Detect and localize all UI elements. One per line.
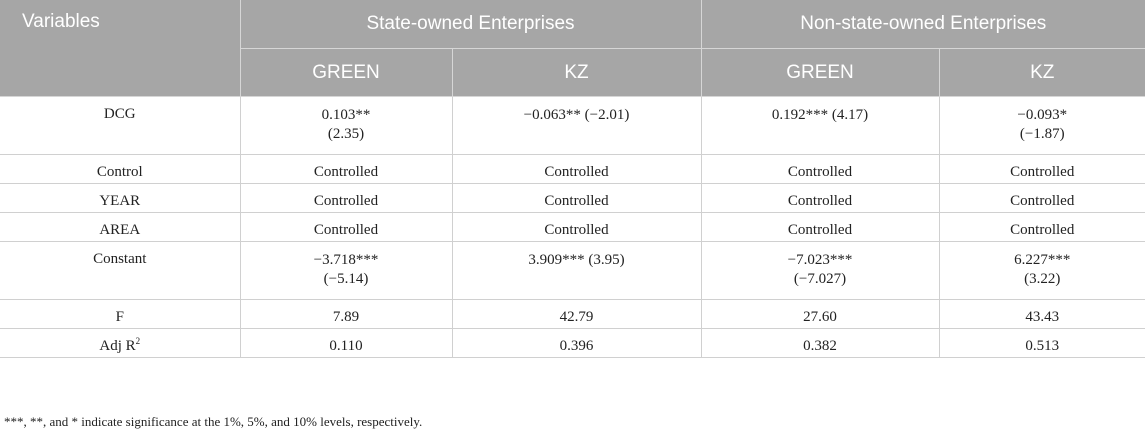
- cell: Controlled: [452, 212, 702, 242]
- cell: 43.43: [939, 299, 1145, 329]
- table-row-year: YEAR Controlled Controlled Controlled Co…: [0, 183, 1145, 213]
- cell: Controlled: [701, 212, 940, 242]
- table-row-dcg: DCG 0.103** (2.35) −0.063** (−2.01) 0.192…: [0, 96, 1145, 155]
- cell-value: 3.909*** (3.95): [528, 252, 625, 268]
- cell: Controlled: [452, 154, 702, 184]
- row-label: DCG: [0, 96, 241, 155]
- row-label-main: Adj R: [99, 338, 136, 354]
- cell: 0.110: [240, 328, 453, 358]
- row-label: AREA: [0, 212, 241, 242]
- cell: 0.103** (2.35): [240, 96, 453, 155]
- cell-value: 6.227***: [1014, 252, 1071, 268]
- cell-value: 0.103**: [321, 107, 371, 123]
- cell: 3.909*** (3.95): [452, 241, 702, 300]
- row-label: Control: [0, 154, 241, 184]
- cell: Controlled: [939, 154, 1145, 184]
- subheader-kz-state: KZ: [452, 48, 702, 97]
- cell: 0.396: [452, 328, 702, 358]
- header-state-owned: State-owned Enterprises: [240, 0, 702, 49]
- table-row-control: Control Controlled Controlled Controlled…: [0, 154, 1145, 184]
- regression-table: Variables State-owned Enterprises Non-st…: [0, 0, 1145, 358]
- table-header: Variables State-owned Enterprises Non-st…: [0, 0, 1145, 97]
- cell: 42.79: [452, 299, 702, 329]
- cell-tstat: (−7.027): [793, 271, 847, 287]
- cell-tstat: (2.35): [327, 126, 365, 142]
- table-row-f: F 7.89 42.79 27.60 43.43: [0, 299, 1145, 329]
- cell: −7.023*** (−7.027): [701, 241, 940, 300]
- cell: Controlled: [240, 154, 453, 184]
- cell: Controlled: [939, 212, 1145, 242]
- table-footnote: ***, **, and * indicate significance at …: [4, 414, 423, 429]
- table-row-area: AREA Controlled Controlled Controlled Co…: [0, 212, 1145, 242]
- cell: Controlled: [452, 183, 702, 213]
- subheader-kz-nonstate: KZ: [939, 48, 1145, 97]
- cell-value: −0.063** (−2.01): [523, 107, 630, 123]
- cell-tstat: (−5.14): [323, 271, 369, 287]
- row-label: F: [0, 299, 241, 329]
- cell-value: −7.023***: [787, 252, 853, 268]
- cell-value: −3.718***: [313, 252, 379, 268]
- cell-tstat: (3.22): [1024, 271, 1061, 287]
- row-label: YEAR: [0, 183, 241, 213]
- cell: −3.718*** (−5.14): [240, 241, 453, 300]
- cell: Controlled: [240, 212, 453, 242]
- cell: 0.513: [939, 328, 1145, 358]
- cell: Controlled: [240, 183, 453, 213]
- row-label-superscript: 2: [135, 336, 141, 346]
- subheader-green-nonstate: GREEN: [701, 48, 940, 97]
- cell: −0.063** (−2.01): [452, 96, 702, 155]
- cell: −0.093* (−1.87): [939, 96, 1145, 155]
- cell: 0.192*** (4.17): [701, 96, 940, 155]
- table-row-constant: Constant −3.718*** (−5.14) 3.909*** (3.95…: [0, 241, 1145, 300]
- cell-value: −0.093*: [1017, 107, 1068, 123]
- subheader-green-state: GREEN: [240, 48, 453, 97]
- cell: 0.382: [701, 328, 940, 358]
- cell: 27.60: [701, 299, 940, 329]
- cell-value: 0.192*** (4.17): [771, 107, 869, 123]
- cell-tstat: (−1.87): [1019, 126, 1065, 142]
- cell: Controlled: [701, 154, 940, 184]
- header-non-state-owned: Non-state-owned Enterprises: [701, 0, 1145, 49]
- table-body: DCG 0.103** (2.35) −0.063** (−2.01) 0.192…: [0, 96, 1145, 358]
- cell: 6.227*** (3.22): [939, 241, 1145, 300]
- row-label: Constant: [0, 241, 241, 300]
- header-variables: Variables: [0, 0, 241, 97]
- cell: Controlled: [939, 183, 1145, 213]
- row-label: Adj R2: [0, 328, 241, 358]
- table-row-adj-r2: Adj R2 0.110 0.396 0.382 0.513: [0, 328, 1145, 358]
- cell: 7.89: [240, 299, 453, 329]
- cell: Controlled: [701, 183, 940, 213]
